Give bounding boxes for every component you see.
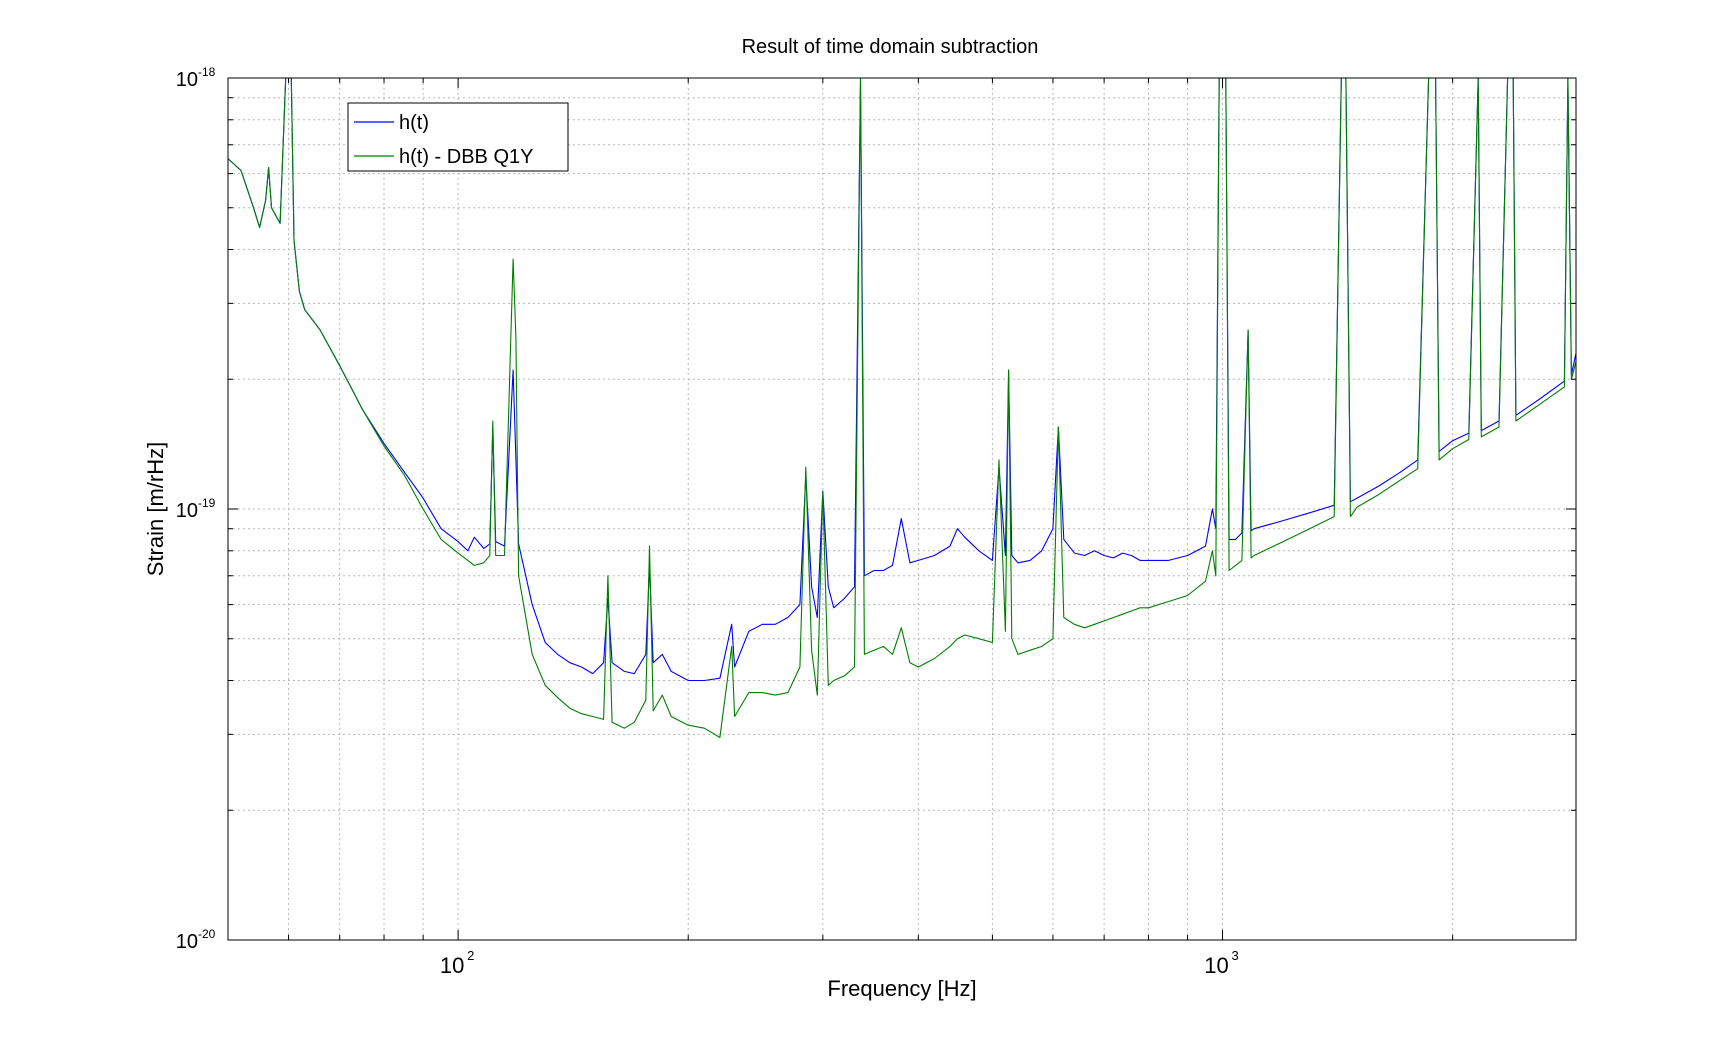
y-axis-label: Strain [m/rHz] <box>143 442 168 576</box>
y-tick-label: 10 <box>176 500 198 522</box>
y-tick-label: 10 <box>176 69 198 91</box>
legend: h(t) h(t) - DBB Q1Y <box>347 102 569 172</box>
legend-box <box>347 102 569 172</box>
y-tick-label-exponent: -20 <box>198 927 216 941</box>
x-tick-label: 10 <box>440 953 464 978</box>
x-tick-label-exponent: 3 <box>1232 948 1239 963</box>
plot-series <box>228 78 1576 739</box>
x-tick-label: 10 <box>1204 953 1228 978</box>
series-line-1 <box>228 78 1576 739</box>
chart-title: Result of time domain subtraction <box>742 36 1039 58</box>
legend-label-h-t-dbb-q1y: h(t) - DBB Q1Y <box>399 146 533 168</box>
legend-label-h-t: h(t) <box>399 112 429 134</box>
axis-ticks <box>227 77 1576 941</box>
y-tick-label-exponent: -18 <box>198 65 216 79</box>
x-tick-label-exponent: 2 <box>467 948 474 963</box>
y-tick-label-exponent: -19 <box>198 496 216 510</box>
y-tick-label: 10 <box>176 931 198 953</box>
x-axis-label: Frequency [Hz] <box>827 976 976 1001</box>
